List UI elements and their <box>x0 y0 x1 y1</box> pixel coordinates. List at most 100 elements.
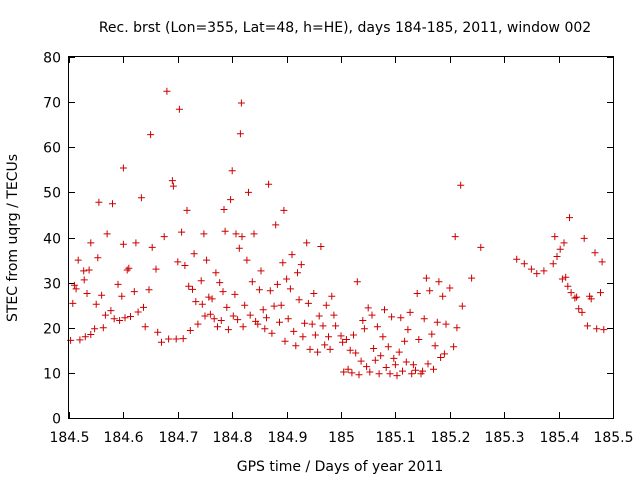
data-point <box>419 367 427 375</box>
data-point <box>328 292 336 300</box>
data-point <box>304 299 312 307</box>
data-point <box>457 181 465 189</box>
y-tick-label: 30 <box>43 277 61 293</box>
data-point <box>216 279 224 287</box>
data-point <box>201 312 209 320</box>
data-point <box>239 323 247 331</box>
x-tick-label: 184.5 <box>49 430 89 446</box>
data-point <box>214 323 221 331</box>
data-point <box>325 333 332 341</box>
data-point <box>413 290 421 297</box>
data-point <box>259 306 267 314</box>
data-point <box>339 338 347 346</box>
data-point <box>310 290 318 297</box>
data-point <box>114 280 122 288</box>
data-point <box>200 230 208 238</box>
data-point <box>404 326 412 334</box>
x-tick-label: 185.5 <box>593 430 633 446</box>
data-point <box>110 315 118 323</box>
data-point <box>442 320 450 328</box>
data-point <box>119 240 127 248</box>
data-point <box>359 317 367 324</box>
data-point <box>600 326 608 334</box>
data-point <box>83 290 91 297</box>
data-point <box>366 368 374 376</box>
data-point <box>181 262 189 269</box>
data-point <box>194 320 202 328</box>
data-point <box>428 330 436 338</box>
data-point <box>551 233 559 241</box>
data-point <box>224 326 232 334</box>
data-point <box>273 280 281 288</box>
data-points <box>67 87 608 380</box>
data-point <box>575 305 583 313</box>
data-point <box>174 258 182 266</box>
data-point <box>533 270 541 278</box>
data-point <box>412 366 419 374</box>
data-point <box>229 312 237 320</box>
data-point <box>446 284 454 292</box>
data-point <box>101 311 109 319</box>
data-point <box>220 206 228 213</box>
data-point <box>109 200 116 208</box>
data-point <box>246 311 254 319</box>
data-point <box>322 301 330 309</box>
data-point <box>210 315 218 323</box>
data-point <box>399 367 406 375</box>
data-point <box>540 267 548 275</box>
data-point <box>276 318 283 326</box>
data-point <box>553 253 561 260</box>
data-point <box>268 329 276 337</box>
data-point <box>130 288 138 296</box>
data-point <box>235 244 243 252</box>
data-point <box>190 250 198 258</box>
data-point <box>292 342 300 350</box>
data-point <box>179 335 187 343</box>
data-point <box>395 348 403 356</box>
data-point <box>453 324 461 332</box>
data-point <box>208 295 216 303</box>
data-point <box>132 239 140 247</box>
data-point <box>583 322 591 330</box>
x-axis-label: GPS time / Days of year 2011 <box>237 459 444 475</box>
data-point <box>284 315 292 323</box>
data-point <box>332 322 340 330</box>
data-point <box>422 274 430 282</box>
data-point <box>145 286 153 294</box>
data-point <box>87 239 95 247</box>
data-point <box>426 287 434 295</box>
data-point <box>409 361 417 369</box>
data-point <box>346 346 354 354</box>
data-point <box>326 345 334 353</box>
data-point <box>591 249 599 257</box>
data-point <box>567 289 575 297</box>
data-point <box>477 243 485 251</box>
data-point <box>319 322 327 330</box>
data-point <box>221 227 229 235</box>
data-point <box>232 230 240 238</box>
data-point <box>272 221 280 229</box>
data-point <box>203 256 211 264</box>
data-point <box>206 310 214 318</box>
data-point <box>353 278 361 286</box>
x-tick-label: 185.2 <box>430 430 470 446</box>
data-point <box>257 267 265 275</box>
data-point <box>134 308 142 316</box>
data-point <box>377 352 385 360</box>
chart-title: Rec. brst (Lon=355, Lat=48, h=HE), days … <box>99 20 591 36</box>
data-point <box>281 337 289 345</box>
data-point <box>340 368 348 376</box>
data-point <box>371 356 379 364</box>
data-point <box>279 259 287 267</box>
data-point <box>415 336 423 343</box>
data-point <box>94 254 102 262</box>
data-point <box>431 342 439 350</box>
data-point <box>303 239 311 247</box>
data-point <box>118 292 126 300</box>
data-point <box>317 243 325 250</box>
y-tick-label: 10 <box>43 367 61 383</box>
data-point <box>294 269 301 277</box>
data-point <box>352 349 360 357</box>
data-point <box>370 345 378 352</box>
data-point <box>440 350 448 358</box>
